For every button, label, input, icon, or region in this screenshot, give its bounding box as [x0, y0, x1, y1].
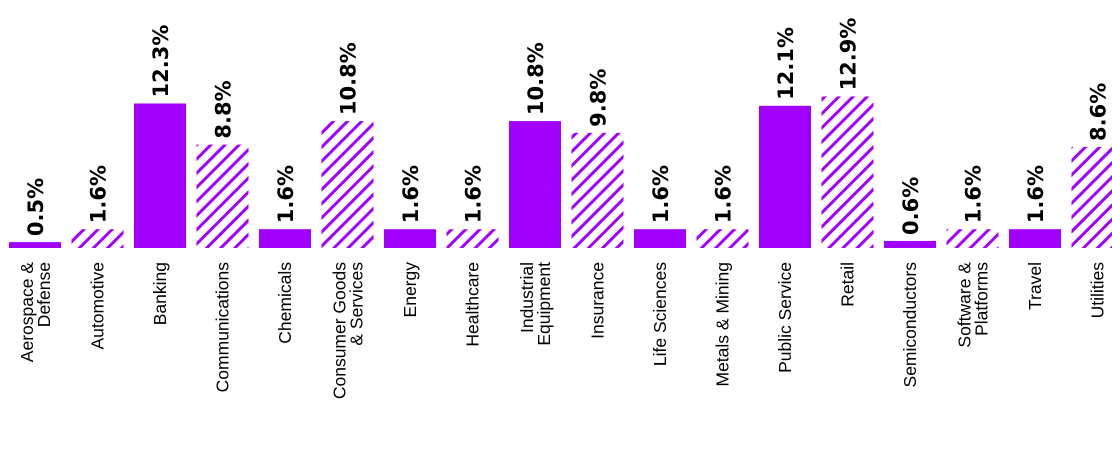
- category-label-2: Banking: [150, 262, 170, 325]
- category-label-3-line-0: Communications: [213, 262, 233, 393]
- value-label-1: 1.6%: [87, 165, 111, 223]
- category-label-6-line-0: Energy: [400, 262, 420, 318]
- category-labels-group: Aerospace &Defense Automotive Banking Commu…: [17, 262, 1108, 399]
- category-label-8-line-0: Industrial: [517, 262, 537, 333]
- category-label-7: Healthcare: [463, 262, 483, 347]
- category-label-8: IndustrialEquipment: [517, 262, 554, 346]
- category-label-12-line-0: Public Service: [775, 262, 795, 373]
- value-label-7: 1.6%: [462, 165, 486, 223]
- category-label-12: Public Service: [775, 262, 795, 373]
- category-label-9-line-0: Insurance: [588, 262, 608, 339]
- category-label-1-line-0: Automotive: [88, 262, 108, 350]
- category-label-15: Software &Platforms: [955, 262, 992, 348]
- value-label-2: 12.3%: [149, 25, 173, 98]
- category-label-11: Metals & Mining: [713, 262, 733, 387]
- category-label-0: Aerospace &Defense: [17, 262, 54, 363]
- value-label-0: 0.5%: [24, 178, 48, 236]
- value-label-16: 1.6%: [1024, 165, 1048, 223]
- value-labels-group: 0.5% 1.6% 12.3% 8.8% 1.6% 10.8% 1.6% 1.6% 10.8% 9…: [24, 18, 1111, 237]
- bar-5: [321, 121, 374, 248]
- value-label-3: 8.8%: [212, 80, 236, 138]
- category-label-11-line-0: Metals & Mining: [713, 262, 733, 387]
- bars-group: [9, 96, 1112, 248]
- bar-11: [696, 229, 749, 248]
- value-label-8: 10.8%: [524, 42, 548, 115]
- value-label-11: 1.6%: [712, 165, 736, 223]
- category-label-10-line-0: Life Sciences: [650, 262, 670, 366]
- value-label-17: 8.6%: [1087, 83, 1111, 141]
- value-label-15: 1.6%: [962, 165, 986, 223]
- category-label-4: Chemicals: [275, 262, 295, 344]
- category-label-10: Life Sciences: [650, 262, 670, 366]
- category-label-15-line-1: Platforms: [972, 262, 992, 336]
- category-label-17-line-0: Utilities: [1088, 262, 1108, 319]
- bar-0: [9, 242, 61, 248]
- category-label-15-line-0: Software &: [955, 262, 975, 348]
- category-label-13-line-0: Retail: [838, 262, 858, 307]
- category-label-8-line-1: Equipment: [534, 262, 554, 346]
- category-label-16: Travel: [1025, 262, 1045, 310]
- category-label-13: Retail: [838, 262, 858, 307]
- value-label-5: 10.8%: [337, 42, 361, 115]
- value-label-6: 1.6%: [399, 165, 423, 223]
- value-label-9: 9.8%: [587, 69, 611, 127]
- category-label-7-line-0: Healthcare: [463, 262, 483, 347]
- category-label-0-line-0: Aerospace &: [17, 262, 37, 363]
- category-label-4-line-0: Chemicals: [275, 262, 295, 344]
- bar-16: [1009, 229, 1061, 248]
- value-label-13: 12.9%: [837, 18, 861, 91]
- bar-6: [384, 229, 436, 248]
- bar-13: [821, 96, 874, 248]
- category-label-6: Energy: [400, 262, 420, 318]
- bar-4: [259, 229, 311, 248]
- bar-12: [759, 105, 811, 248]
- bar-17: [1071, 146, 1112, 248]
- bar-9: [571, 132, 624, 248]
- category-label-3: Communications: [213, 262, 233, 393]
- bar-14: [884, 240, 936, 248]
- bar-8: [509, 121, 561, 248]
- category-label-5-line-1: & Services: [347, 262, 367, 346]
- bar-1: [71, 229, 124, 248]
- category-label-14: Semiconductors: [900, 262, 920, 388]
- bar-3: [196, 144, 249, 248]
- bar-2: [134, 103, 186, 248]
- value-label-4: 1.6%: [274, 165, 298, 223]
- category-label-1: Automotive: [88, 262, 108, 350]
- bar-10: [634, 229, 686, 248]
- category-label-5: Consumer Goods& Services: [330, 262, 367, 399]
- category-label-5-line-0: Consumer Goods: [330, 262, 350, 399]
- value-label-12: 12.1%: [774, 27, 798, 100]
- category-label-14-line-0: Semiconductors: [900, 262, 920, 388]
- value-label-10: 1.6%: [649, 165, 673, 223]
- category-label-9: Insurance: [588, 262, 608, 339]
- bar-7: [446, 229, 499, 248]
- category-label-0-line-1: Defense: [34, 262, 54, 327]
- category-label-16-line-0: Travel: [1025, 262, 1045, 310]
- category-label-17: Utilities: [1088, 262, 1108, 319]
- category-label-2-line-0: Banking: [150, 262, 170, 325]
- value-label-14: 0.6%: [899, 177, 923, 235]
- bar-15: [946, 229, 999, 248]
